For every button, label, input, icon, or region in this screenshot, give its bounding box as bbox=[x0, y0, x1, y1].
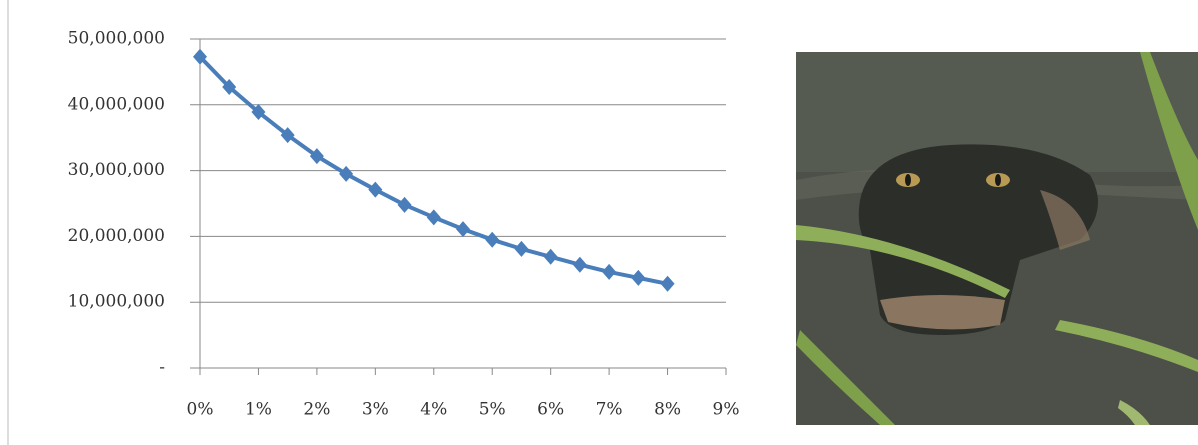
x-tick-label: 3% bbox=[362, 400, 389, 420]
data-point bbox=[514, 241, 528, 257]
alligator-photo bbox=[796, 52, 1198, 425]
x-tick-label: 9% bbox=[713, 400, 740, 420]
x-tick-label: 6% bbox=[537, 400, 564, 420]
data-point bbox=[573, 257, 587, 273]
x-tick-label: 1% bbox=[245, 400, 272, 420]
data-point bbox=[631, 270, 645, 286]
data-point bbox=[544, 249, 558, 265]
y-tick-label: 30,000,000 bbox=[68, 160, 165, 180]
x-tick-label: 8% bbox=[654, 400, 681, 420]
x-tick-label: 7% bbox=[596, 400, 623, 420]
data-point bbox=[398, 197, 412, 213]
data-point bbox=[427, 209, 441, 225]
y-tick-label: 50,000,000 bbox=[68, 29, 165, 49]
y-tick-label: - bbox=[159, 358, 165, 378]
y-tick-label: 40,000,000 bbox=[68, 94, 165, 114]
data-point bbox=[456, 221, 470, 237]
data-point bbox=[485, 232, 499, 248]
page: - 10,000,000 20,000,000 30,000,000 40,000,00… bbox=[0, 0, 1198, 445]
data-point bbox=[339, 166, 353, 182]
x-tick-label: 0% bbox=[187, 400, 214, 420]
x-tick-label: 2% bbox=[303, 400, 330, 420]
x-tick-label: 5% bbox=[479, 400, 506, 420]
data-point bbox=[661, 276, 675, 292]
y-tick-label: 10,000,000 bbox=[68, 292, 165, 312]
data-point bbox=[602, 264, 616, 280]
data-point bbox=[368, 182, 382, 198]
chart: - 10,000,000 20,000,000 30,000,000 40,000,00… bbox=[68, 29, 740, 420]
y-tick-label: 20,000,000 bbox=[68, 226, 165, 246]
x-tick-label: 4% bbox=[420, 400, 447, 420]
